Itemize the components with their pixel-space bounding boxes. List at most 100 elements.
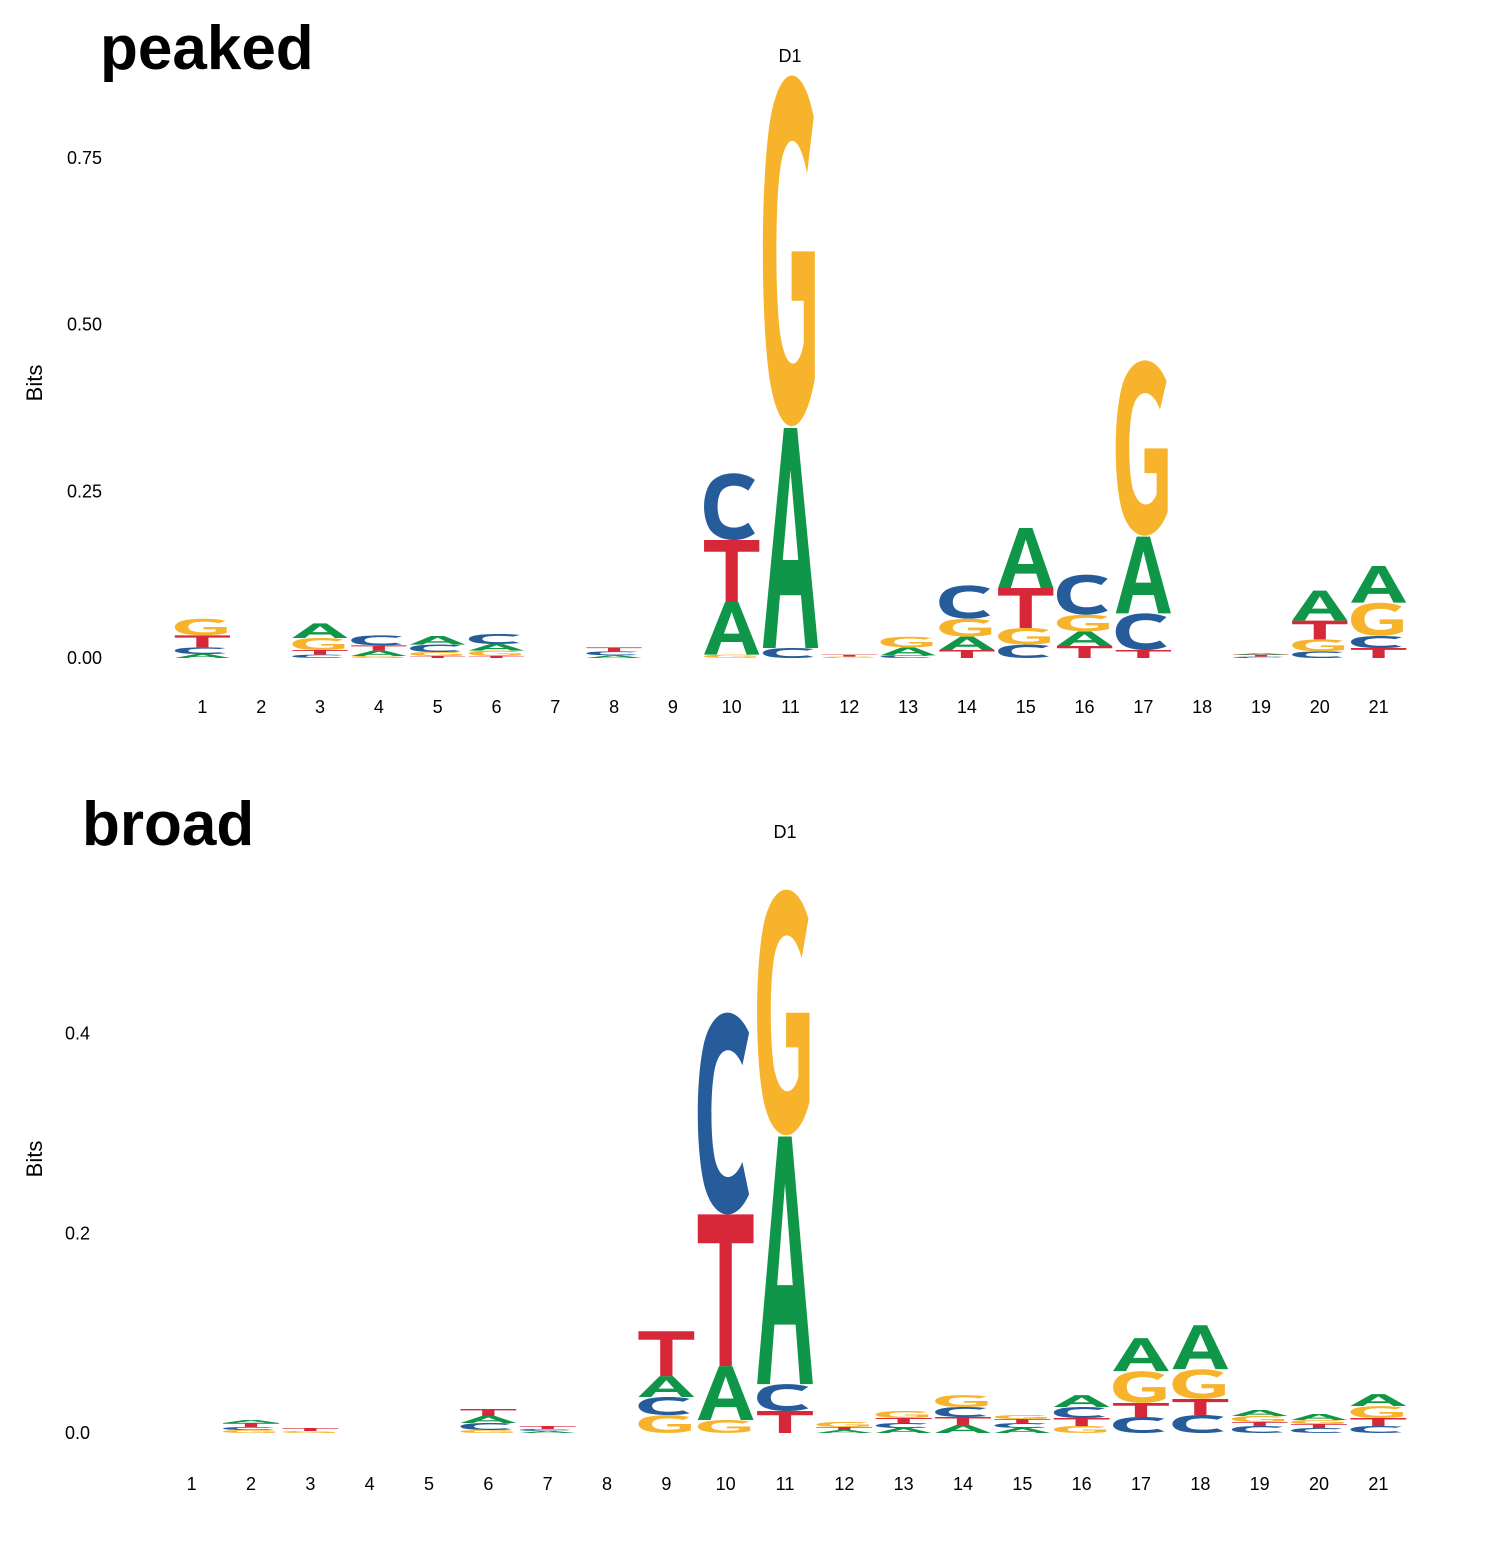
logo-letter-g: [1231, 1416, 1285, 1422]
logo-letter-t: [939, 650, 995, 658]
x-tick-label: 17: [1131, 1474, 1151, 1494]
x-tick-label: 9: [661, 1474, 671, 1494]
logo-letter-g: [704, 654, 757, 658]
x-tick-label: 19: [1251, 697, 1271, 717]
x-tick-label: 3: [305, 1474, 315, 1494]
logo-letter-g: [939, 618, 992, 637]
logo-letter-t: [1350, 1418, 1407, 1427]
logo-letter-c: [586, 651, 638, 656]
logo-letter-a: [1233, 653, 1289, 655]
logo-letter-g: [1292, 639, 1345, 652]
logo-letter-c: [1115, 613, 1167, 651]
logo-letter-a: [939, 636, 995, 650]
logo-letter-c: [875, 1423, 928, 1429]
logo-letter-g: [1053, 1426, 1107, 1433]
x-tick-label: 7: [550, 697, 560, 717]
logo-letter-t: [460, 1409, 517, 1417]
x-tick-label: 14: [953, 1474, 973, 1494]
logo-letter-g: [223, 1430, 276, 1433]
logo-title: D1: [778, 46, 801, 66]
logo-letter-a: [1053, 1395, 1110, 1408]
logo-letter-a: [174, 654, 231, 658]
logo-letter-a: [1291, 1414, 1347, 1421]
y-axis-label: Bits: [22, 1141, 47, 1178]
logo-letter-a: [1350, 566, 1407, 603]
x-tick-label: 18: [1192, 697, 1212, 717]
x-tick-label: 16: [1072, 1474, 1092, 1494]
logo-letter-t: [757, 1411, 813, 1433]
x-tick-label: 21: [1369, 697, 1389, 717]
logo-letter-c: [1350, 635, 1402, 649]
logo-letter-c: [697, 1012, 750, 1215]
x-tick-label: 4: [365, 1474, 375, 1494]
logo-letter-c: [1172, 1415, 1224, 1434]
x-tick-label: 20: [1309, 1474, 1329, 1494]
logo-letter-a: [351, 650, 407, 656]
logo-letter-g: [351, 656, 404, 658]
logo-letter-t: [697, 1214, 754, 1367]
logo-letter-g: [282, 1431, 335, 1433]
logo-letter-a: [704, 602, 760, 655]
x-tick-label: 19: [1250, 1474, 1270, 1494]
logo-letter-c: [460, 1423, 512, 1431]
logo-panel-broad: broad D1 Bits 0.0 0.2 0.4 1 2 3 4 5 6 7 8 9 10 11 12 13 14…: [0, 776, 1493, 1553]
logo-letter-c: [1233, 656, 1285, 659]
logo-letter-t: [282, 1428, 339, 1431]
x-tick-label: 1: [197, 697, 207, 717]
logo-letter-t: [1053, 1418, 1110, 1427]
logo-letter-a: [519, 1431, 576, 1433]
x-tick-label: 9: [668, 697, 678, 717]
logo-letter-g: [994, 1415, 1047, 1419]
x-tick-label: 2: [256, 697, 266, 717]
logo-letter-a: [994, 1428, 1051, 1433]
logo-letter-a: [460, 1416, 517, 1424]
logo-letter-a: [875, 1428, 932, 1433]
x-tick-label: 14: [957, 697, 977, 717]
logo-letter-g: [1056, 614, 1109, 632]
x-tick-label: 15: [1016, 697, 1036, 717]
x-tick-label: 13: [894, 1474, 914, 1494]
panel-label-peaked: peaked: [100, 14, 314, 83]
logo-letter-c: [939, 585, 991, 619]
logo-letter-c: [1350, 1426, 1402, 1434]
logo-letter-g: [638, 1415, 691, 1433]
logo-letter-t: [519, 1426, 576, 1429]
x-tick-label: 10: [716, 1474, 736, 1494]
x-tick-label: 20: [1310, 697, 1330, 717]
logo-letter-t: [1056, 646, 1113, 658]
logo-letter-a: [468, 644, 525, 651]
y-axis-label: Bits: [22, 365, 47, 402]
x-tick-label: 12: [834, 1474, 854, 1494]
logo-letter-a: [223, 1420, 279, 1424]
logo-letter-t: [468, 656, 525, 658]
logo-letter-t: [1115, 650, 1171, 658]
logo-letter-t: [704, 540, 760, 602]
y-tick-label: 0.2: [65, 1223, 90, 1243]
logo-letter-c: [410, 644, 461, 653]
logo-letter-c: [1053, 1407, 1106, 1419]
logo-letter-t: [816, 1427, 873, 1430]
logo-letter-g: [174, 618, 227, 636]
logo-letter-a: [1350, 1394, 1407, 1407]
x-tick-label: 18: [1190, 1474, 1210, 1494]
logo-letter-a: [1172, 1325, 1229, 1370]
x-tick-label: 16: [1075, 697, 1095, 717]
logo-letter-a: [292, 623, 348, 638]
logo-letter-c: [174, 647, 226, 655]
logo-letter-g: [762, 75, 815, 427]
logo-letter-c: [762, 647, 814, 659]
x-tick-label: 12: [839, 697, 859, 717]
logo-letter-a: [1292, 590, 1348, 621]
x-tick-label: 11: [776, 1474, 795, 1494]
logo-letter-g: [757, 889, 810, 1136]
logo-letter-c: [1231, 1426, 1284, 1434]
logo-letter-g: [875, 1411, 929, 1418]
logo-letter-c: [994, 1423, 1046, 1429]
logo-letter-a: [762, 428, 819, 648]
x-tick-label: 2: [246, 1474, 256, 1494]
logo-title: D1: [773, 822, 796, 842]
logo-letter-g: [468, 650, 521, 656]
logo-letter-g: [1172, 1369, 1225, 1399]
logo-letter-c: [468, 633, 520, 645]
panel-label-broad: broad: [82, 790, 255, 859]
